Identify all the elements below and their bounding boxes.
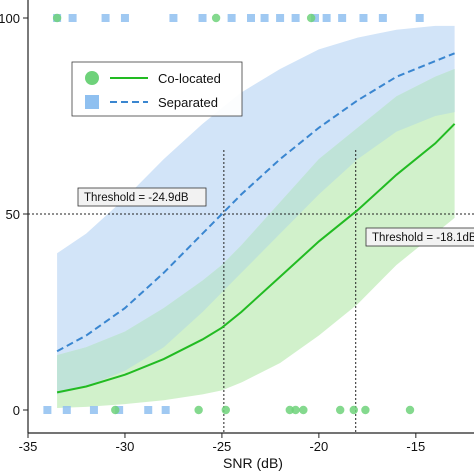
threshold-box — [365, 227, 474, 247]
separated-raw-point-8 — [260, 14, 269, 22]
x-axis-label: SNR (dB) — [223, 455, 283, 471]
separated-raw-point-4 — [169, 14, 178, 22]
co-located-raw-point-9 — [336, 405, 345, 415]
y-tick-label: 100 — [0, 11, 20, 26]
separated-raw-point-13 — [338, 14, 347, 22]
threshold-annotation-2: Threshold = -18.1dB — [365, 227, 474, 247]
separated-ci-band — [57, 25, 455, 395]
co-located-raw-point-1 — [111, 405, 120, 415]
threshold-box — [77, 187, 207, 207]
separated-raw-point-21 — [144, 406, 153, 414]
legend-box — [71, 61, 243, 117]
plot-area: Threshold = -24.9dB Threshold = -18.1dB — [28, 13, 474, 433]
co-located-raw-point-4 — [221, 405, 230, 415]
separated-raw-point-14 — [359, 14, 368, 22]
co-located-raw-point-8 — [306, 13, 316, 23]
co-located-raw-point-10 — [349, 405, 358, 415]
co-located-raw-point-0 — [52, 13, 62, 23]
separated-raw-point-10 — [291, 14, 300, 22]
threshold-label: Threshold = -18.1dB — [372, 232, 474, 244]
separated-raw-point-22 — [161, 406, 170, 414]
legend-co-located-marker — [85, 71, 99, 85]
separated-raw-point-15 — [378, 14, 387, 22]
x-tick-label: -15 — [406, 439, 425, 454]
co-located-line — [56, 123, 456, 394]
legend: Co-located Separated — [71, 61, 243, 117]
co-located-raw-point-3 — [211, 13, 221, 23]
x-tick-label: -20 — [309, 439, 328, 454]
co-located-raw-point-12 — [405, 405, 415, 415]
separated-raw-point-1 — [68, 14, 77, 22]
ticks: -35 -30 -25 -20 -15 0 50 100 — [0, 11, 425, 454]
legend-separated-label: Separated — [158, 95, 218, 110]
separated-raw-point-17 — [43, 406, 52, 414]
separated-raw-point-18 — [62, 406, 71, 414]
separated-raw-point-19 — [89, 406, 98, 414]
threshold-label: Threshold = -24.9dB — [84, 192, 189, 204]
separated-raw-point-5 — [198, 14, 207, 22]
threshold-annotation-1: Threshold = -24.9dB — [77, 187, 207, 207]
separated-raw-point-6 — [227, 14, 236, 22]
co-located-raw-point-6 — [291, 405, 300, 415]
legend-co-located-label: Co-located — [158, 71, 221, 86]
y-tick-label: 50 — [6, 207, 20, 222]
y-tick-label: 0 — [13, 403, 20, 418]
separated-raw-point-16 — [415, 14, 424, 22]
separated-raw-point-9 — [276, 14, 285, 22]
separated-raw-point-2 — [101, 14, 110, 22]
x-tick-label: -35 — [19, 439, 38, 454]
co-located-raw-point-2 — [194, 405, 203, 415]
legend-separated-marker — [85, 95, 99, 109]
x-tick-label: -30 — [116, 439, 135, 454]
co-located-raw-point-11 — [361, 405, 370, 415]
co-located-raw-point-7 — [299, 405, 308, 415]
separated-raw-point-3 — [120, 14, 129, 22]
separated-line — [56, 52, 455, 353]
x-tick-label: -25 — [213, 439, 232, 454]
separated-raw-point-7 — [247, 14, 255, 22]
co-located-raw-point-5 — [285, 405, 294, 415]
axes — [27, 0, 474, 434]
separated-raw-point-12 — [322, 14, 331, 22]
